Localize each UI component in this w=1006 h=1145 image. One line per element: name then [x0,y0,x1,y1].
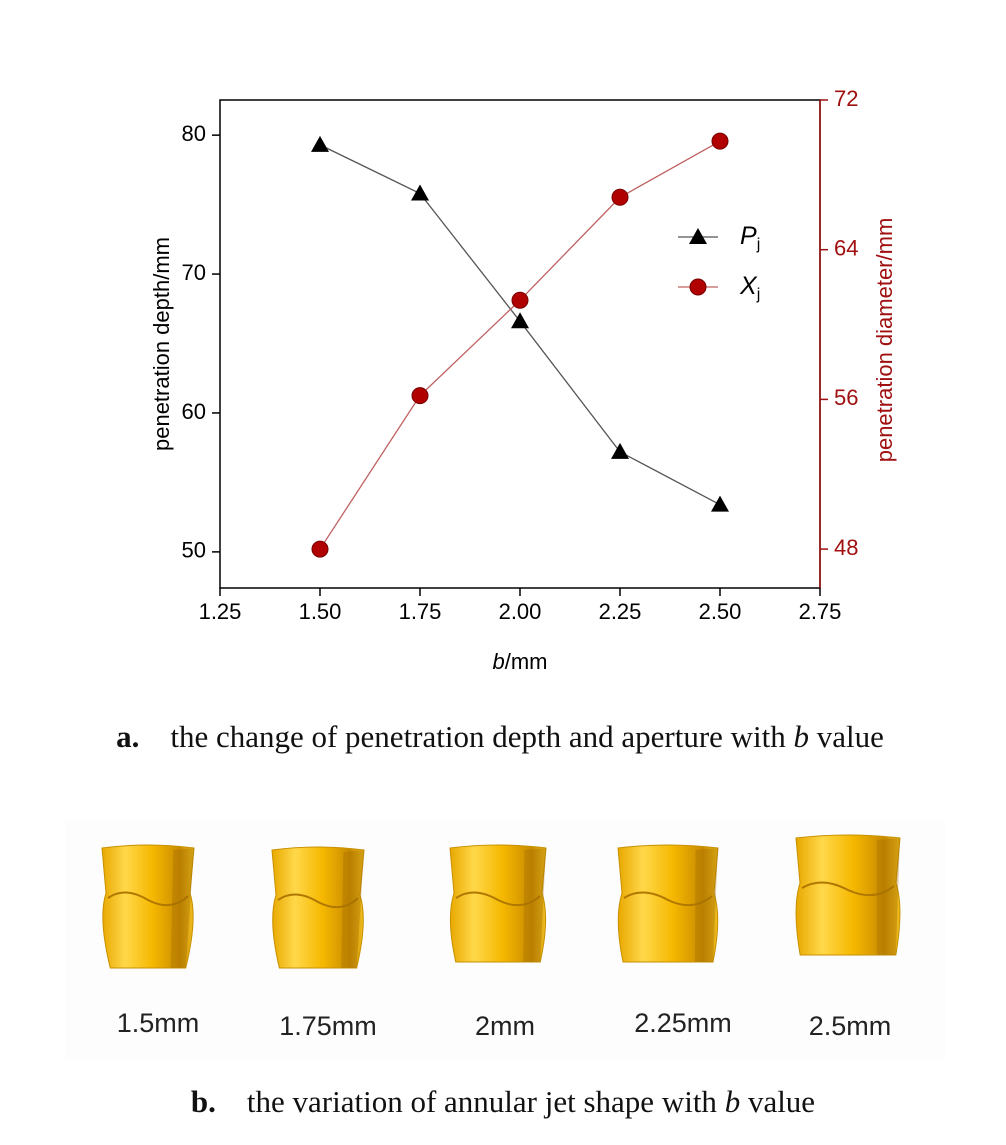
plot-frame [219,99,821,589]
jet-ridge [801,881,895,897]
jet-shadow [170,848,194,968]
y2-tick-label: 48 [834,535,858,560]
shape-label: 2mm [475,1011,535,1041]
data-point [411,387,429,405]
jet-body [271,846,365,969]
x-tick-label: 2.75 [799,599,842,624]
y2-tick-label: 64 [834,236,858,261]
data-point [511,312,529,329]
jet-shapes [65,820,945,1060]
legend-label: Xj [739,272,760,304]
series-line [319,140,721,550]
data-point [711,132,729,150]
x-tick-label: 1.50 [299,599,342,624]
caption-text: value [809,719,884,754]
data-point [711,495,729,512]
shape-label: 2.25mm [634,1008,732,1038]
caption: b. the variation of annular jet shape wi… [191,1084,815,1119]
jet-body [101,844,195,969]
data-point [311,135,329,152]
legend-label: Pj [740,222,760,254]
y-axis-title: penetration depth/mm [149,237,174,451]
y-tick-label: 60 [182,399,206,424]
jet-shadow [695,848,718,962]
caption-text: the change of penetration depth and aper… [170,719,793,754]
y-tick-label: 70 [182,260,206,285]
y2-tick-label: 56 [834,385,858,410]
jet-shadow [523,848,546,962]
x-axis-title: b/mm [492,649,547,674]
caption-text: the variation of annular jet shape with [247,1084,725,1119]
x-tick-label: 2.50 [699,599,742,624]
x-tick-label: 2.25 [599,599,642,624]
legend-marker [689,278,707,296]
x-tick-label: 2.00 [499,599,542,624]
jet-ridge [623,891,713,907]
shape-label: 1.75mm [279,1011,377,1041]
jet-ridge [277,893,359,909]
caption-text: b [794,719,810,754]
legend-marker [689,228,707,244]
jet-shadow [876,838,900,955]
shape-label: 1.5mm [117,1008,200,1038]
jet-ridge [455,891,541,907]
jet-body [795,834,901,956]
caption-text: value [740,1084,815,1119]
y2-axis-title: penetration diameter/mm [872,218,897,463]
x-tick-label: 1.25 [199,599,242,624]
shape-label: 2.5mm [809,1011,892,1041]
data-point [511,291,529,309]
jet-ridge [107,891,189,907]
jet-shadow [341,850,364,968]
data-point [611,442,629,459]
caption-label: a. [116,719,139,754]
data-point [311,540,329,558]
caption-label: b. [191,1084,216,1119]
y2-tick-label: 72 [834,86,858,111]
caption-text: b [725,1084,741,1119]
y-tick-label: 80 [182,121,206,146]
y-tick-label: 50 [182,538,206,563]
jet-body [617,844,719,963]
caption: a. the change of penetration depth and a… [116,719,884,754]
data-point [411,184,429,201]
jet-body [449,844,547,963]
data-point [611,188,629,206]
x-tick-label: 1.75 [399,599,442,624]
